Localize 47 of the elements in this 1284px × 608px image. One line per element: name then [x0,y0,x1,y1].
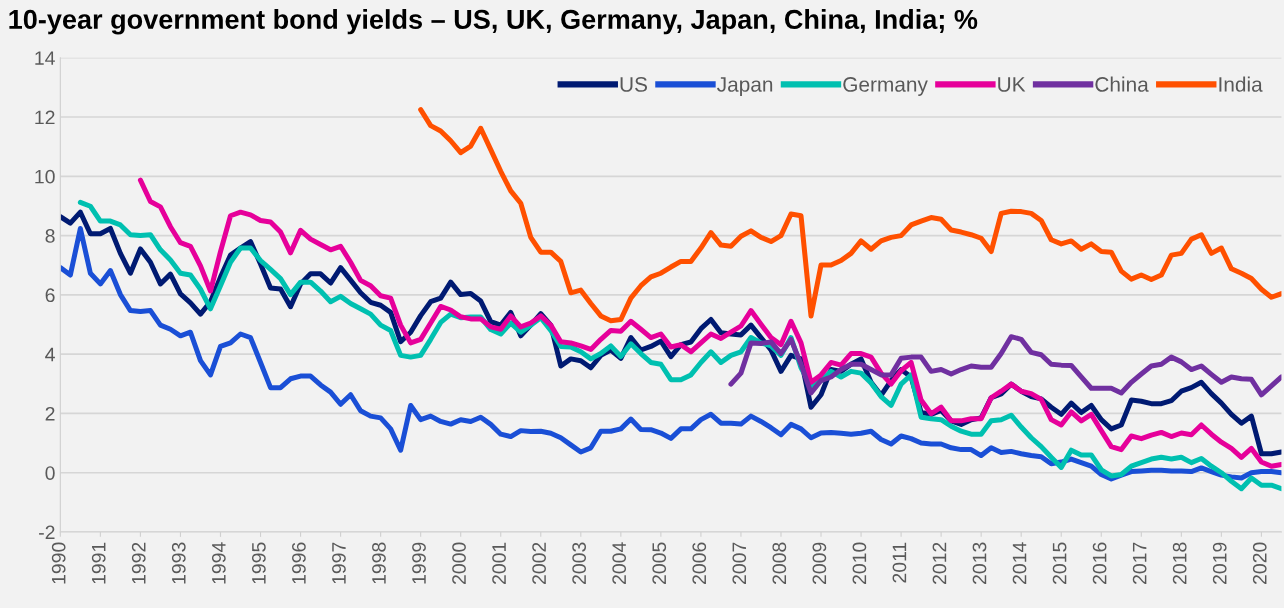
legend-label: UK [998,77,1026,92]
x-tick-label: 1995 [251,542,266,584]
x-tick-label: 2015 [1052,542,1067,584]
x-tick-label: 1998 [372,542,386,584]
x-tick-label: 1992 [131,542,146,584]
x-tick-label: 2014 [1012,542,1027,584]
x-tick-label: 2017 [1132,542,1147,584]
x-tick-label: 2011 [892,542,907,583]
x-tick-label: 2005 [652,542,667,584]
x-tick-label: 1994 [211,542,226,584]
x-tick-label: 1991 [91,542,106,584]
x-tick-label: 2008 [772,542,787,584]
x-tick-label: 2019 [1212,542,1227,584]
y-tick-label: 6 [45,288,55,303]
legend-label: Germany [843,77,928,96]
y-tick-label: 12 [35,110,55,125]
x-tick-label: 2013 [972,542,987,584]
x-tick-label: 1990 [51,542,66,584]
x-tick-label: 2007 [732,542,747,584]
legend-label: China [1095,76,1149,92]
x-tick-label: 2016 [1092,542,1107,584]
x-tick-label: 2020 [1252,542,1267,584]
y-tick-label: -2 [39,525,55,540]
y-tick-label: 4 [45,347,55,362]
x-tick-label: 2009 [812,542,827,584]
legend-label: US [620,77,647,92]
y-tick-label: 8 [45,229,55,243]
x-tick-label: 2002 [532,542,546,584]
x-tick-label: 2010 [852,542,867,584]
x-tick-label: 2003 [572,542,587,584]
y-tick-label: 2 [45,406,55,421]
x-tick-label: 1996 [292,542,306,584]
x-tick-label: 2006 [692,542,707,584]
legend-label: India [1219,76,1263,92]
chart-title: 10-year government bond yields – US, UK, Germany, Japan, China, India; % [9,9,978,35]
x-tick-label: 1993 [171,542,186,584]
x-tick-label: 2004 [612,542,627,584]
y-tick-label: 10 [35,169,55,184]
x-tick-label: 1997 [332,542,346,584]
legend-label: Japan [717,77,773,96]
x-tick-label: 1999 [412,542,426,584]
y-tick-label: 0 [45,466,55,480]
x-tick-label: 2018 [1172,542,1187,584]
x-tick-label: 2001 [492,542,506,584]
x-tick-label: 2000 [452,542,466,584]
x-tick-label: 2012 [932,542,947,584]
y-tick-label: 14 [35,51,55,65]
